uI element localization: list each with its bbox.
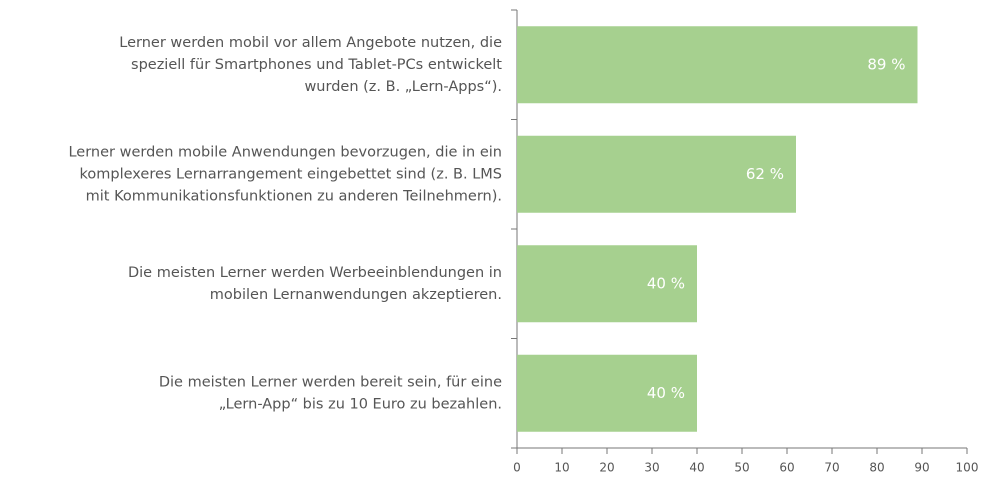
category-label: wurden (z. B. „Lern-Apps“). — [304, 79, 502, 95]
x-tick-label: 20 — [599, 461, 614, 475]
x-tick-label: 10 — [554, 461, 569, 475]
category-label: mit Kommunikationsfunktionen zu anderen … — [86, 188, 502, 204]
x-tick-label: 90 — [914, 461, 929, 475]
x-tick-label: 50 — [734, 461, 749, 475]
category-label: mobilen Lernanwendungen akzeptieren. — [210, 287, 502, 303]
bar — [517, 245, 697, 323]
value-label: 40 % — [647, 274, 685, 292]
x-tick-label: 60 — [779, 461, 794, 475]
bar — [517, 354, 697, 432]
x-tick-label: 100 — [956, 461, 979, 475]
category-label: Die meisten Lerner werden Werbeeinblendu… — [128, 265, 502, 281]
category-label: speziell für Smartphones und Tablet-PCs … — [131, 57, 502, 73]
category-label: Lerner werden mobil vor allem Angebote n… — [119, 35, 502, 51]
value-label: 89 % — [867, 55, 905, 73]
x-tick-label: 40 — [689, 461, 704, 475]
x-tick-label: 80 — [869, 461, 884, 475]
category-label: „Lern-App“ bis zu 10 Euro zu bezahlen. — [219, 396, 502, 412]
x-tick-label: 0 — [513, 461, 521, 475]
x-tick-label: 70 — [824, 461, 839, 475]
bar — [517, 135, 796, 213]
value-label: 40 % — [647, 384, 685, 402]
category-label: Lerner werden mobile Anwendungen bevorzu… — [68, 144, 502, 160]
x-tick-label: 30 — [644, 461, 659, 475]
value-label: 62 % — [746, 165, 784, 183]
bar — [517, 26, 918, 104]
category-label: komplexeres Lernarrangement eingebettet … — [80, 166, 503, 182]
category-label: Die meisten Lerner werden bereit sein, f… — [159, 374, 502, 390]
